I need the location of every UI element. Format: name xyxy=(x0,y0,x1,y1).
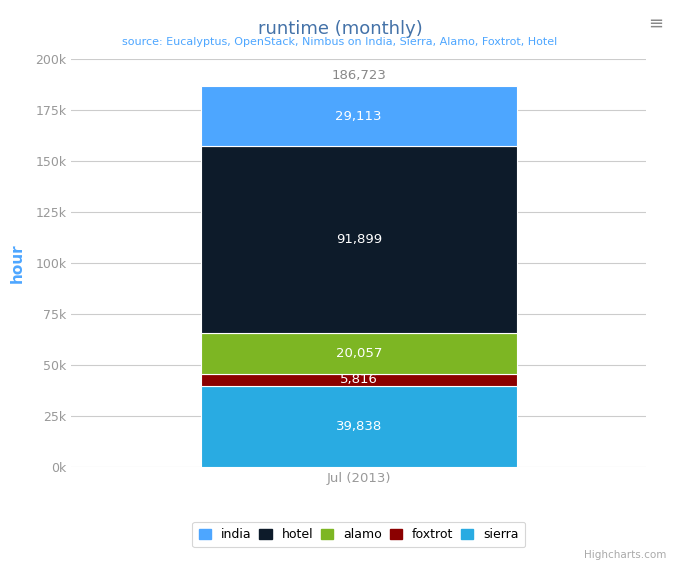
Bar xyxy=(201,146,517,333)
Bar xyxy=(201,374,517,386)
Text: Highcharts.com: Highcharts.com xyxy=(584,550,666,560)
Text: runtime (monthly): runtime (monthly) xyxy=(258,20,422,38)
Text: 29,113: 29,113 xyxy=(335,110,382,123)
Legend: india, hotel, alamo, foxtrot, sierra: india, hotel, alamo, foxtrot, sierra xyxy=(192,522,525,547)
Text: 5,816: 5,816 xyxy=(340,374,377,387)
Y-axis label: hour: hour xyxy=(10,243,24,283)
Text: 20,057: 20,057 xyxy=(335,347,382,360)
Text: 39,838: 39,838 xyxy=(335,420,382,433)
Text: ≡: ≡ xyxy=(648,14,663,32)
Text: source: Eucalyptus, OpenStack, Nimbus on India, Sierra, Alamo, Foxtrot, Hotel: source: Eucalyptus, OpenStack, Nimbus on… xyxy=(122,37,558,47)
Text: 91,899: 91,899 xyxy=(336,233,381,246)
Bar xyxy=(201,333,517,374)
Text: 186,723: 186,723 xyxy=(331,70,386,83)
Bar xyxy=(201,87,517,146)
Bar xyxy=(201,386,517,467)
